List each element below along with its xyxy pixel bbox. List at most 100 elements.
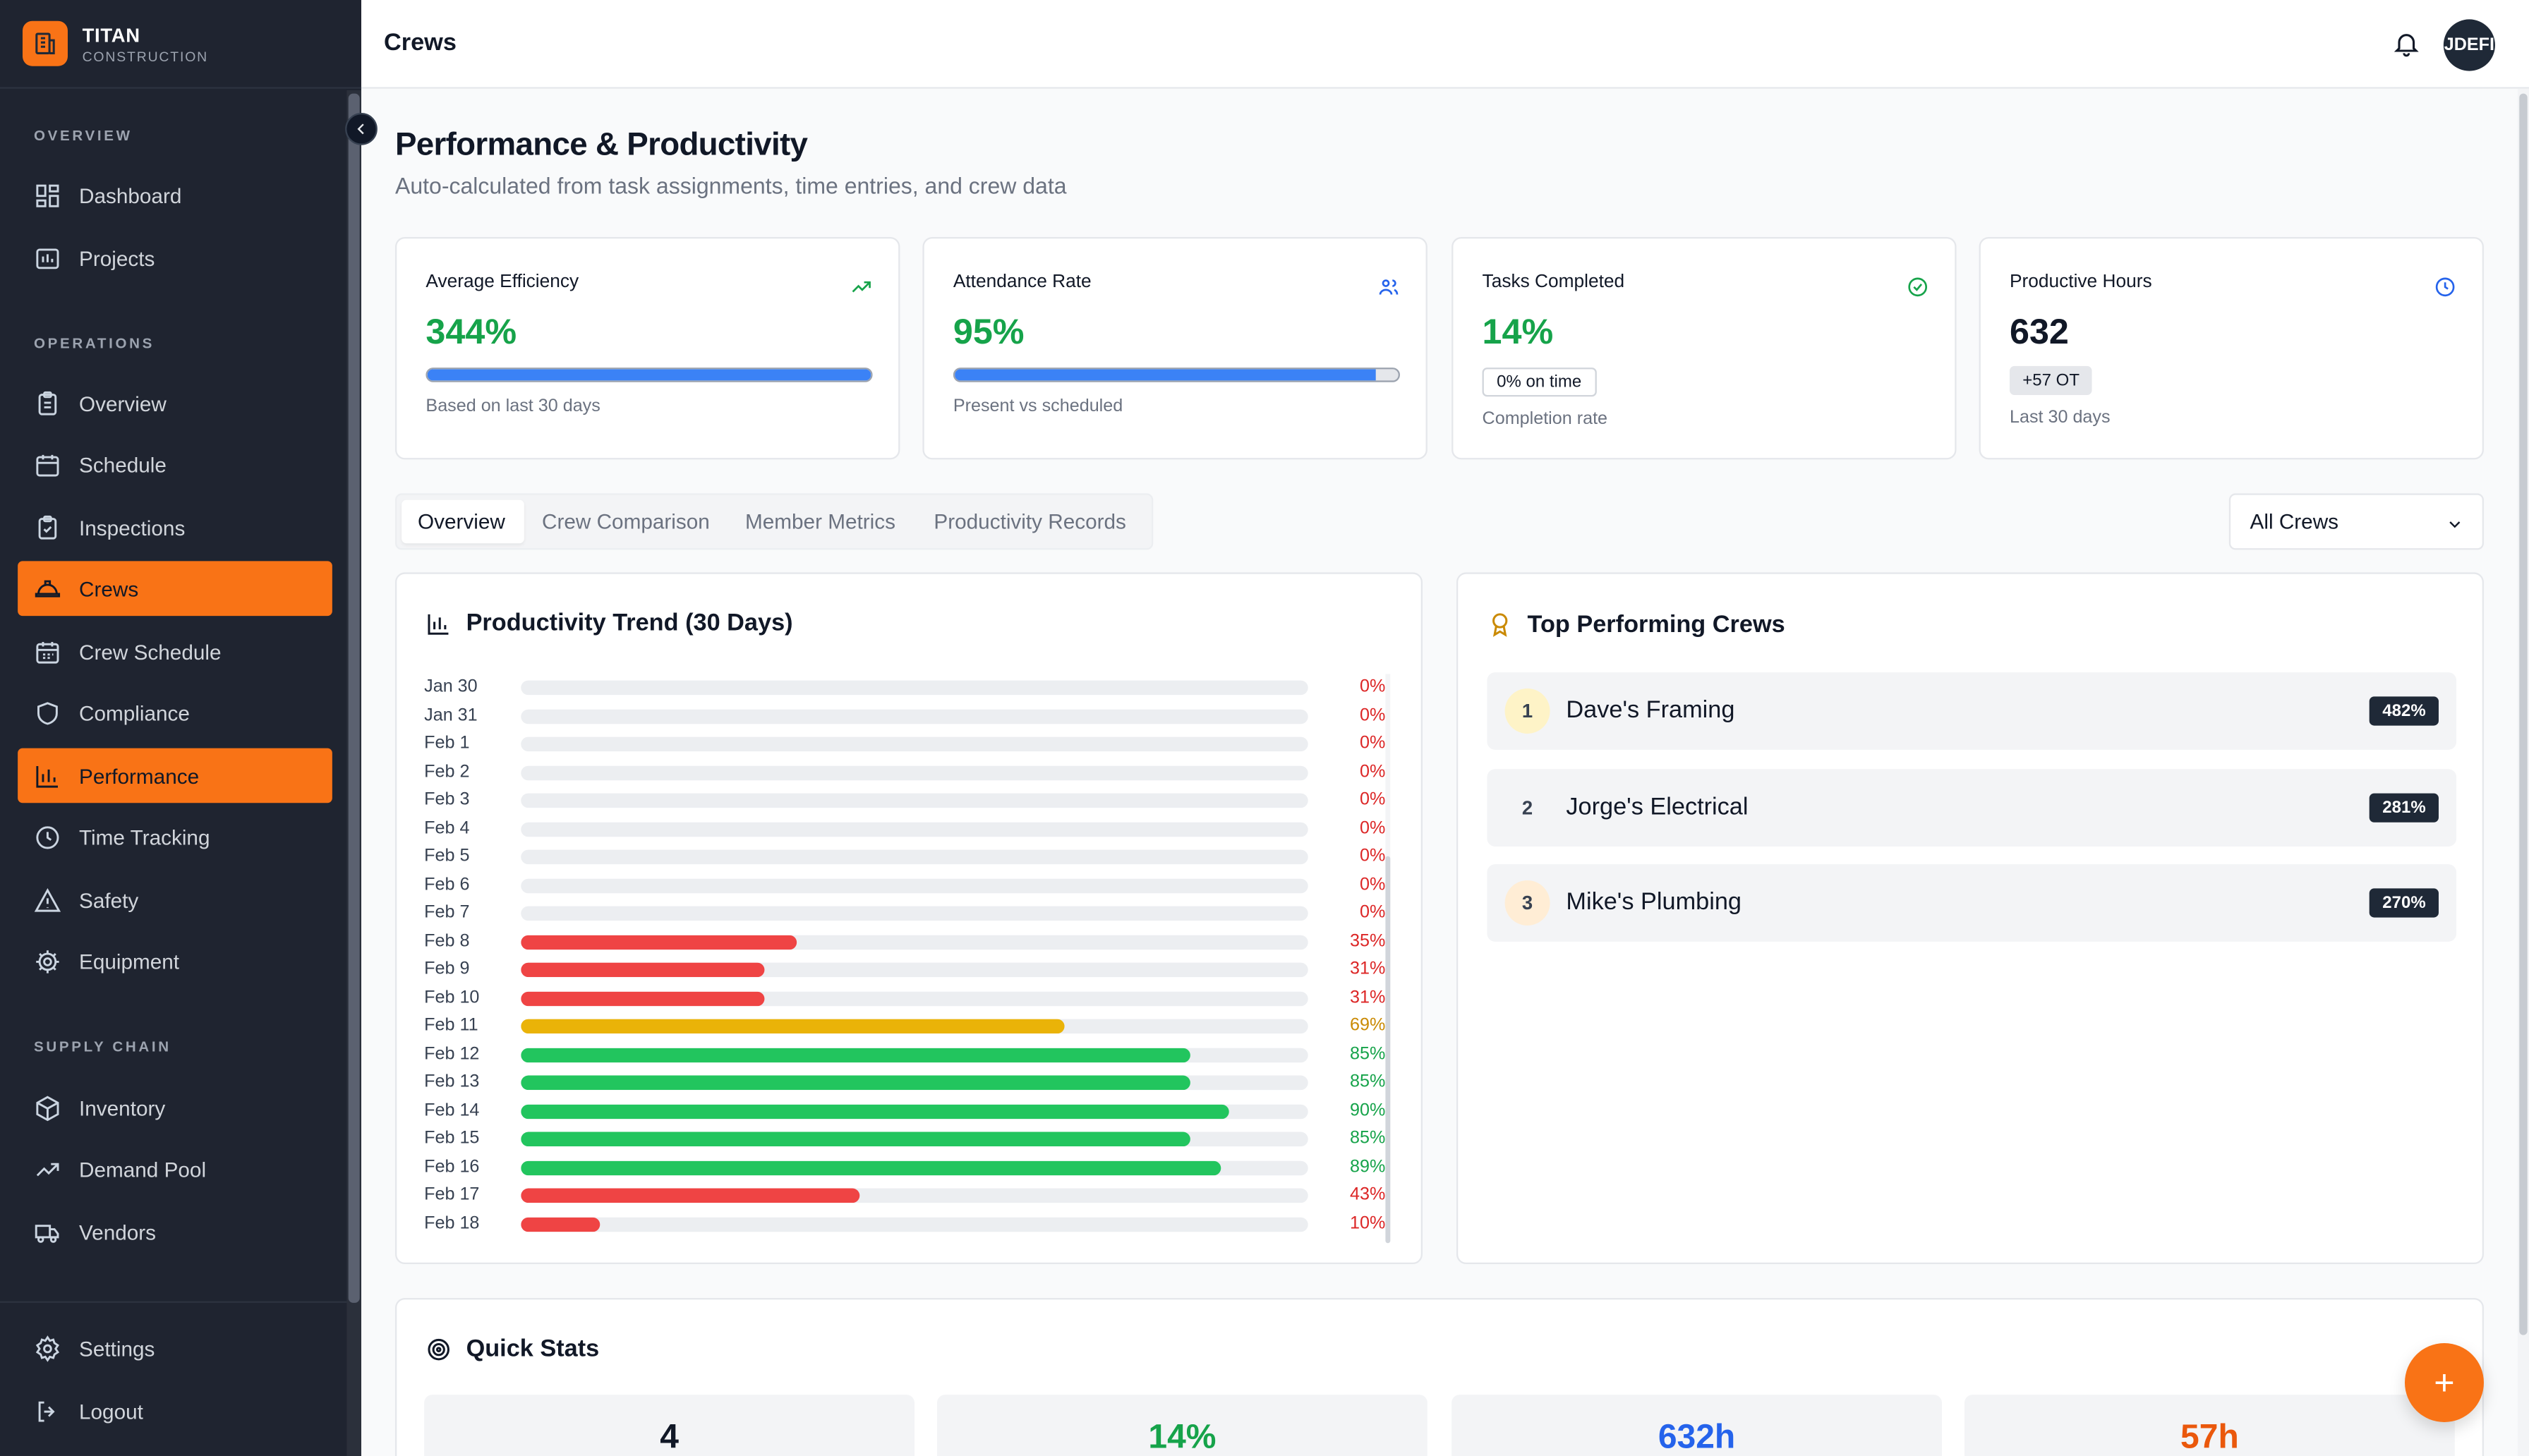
chevron-down-icon bbox=[2449, 521, 2461, 528]
notifications-button[interactable] bbox=[2392, 29, 2421, 66]
hard-hat-icon bbox=[35, 579, 61, 597]
crew-row[interactable]: 1 Dave's Framing 482% bbox=[1487, 672, 2457, 750]
avatar[interactable]: JDEFI bbox=[2443, 19, 2495, 71]
trend-value: 0% bbox=[1360, 677, 1386, 697]
sidebar-item-label: Equipment bbox=[78, 949, 180, 973]
trend-value: 0% bbox=[1360, 818, 1386, 838]
sidebar-item-crews[interactable]: Crews bbox=[18, 561, 332, 617]
tab-member-metrics[interactable]: Member Metrics bbox=[744, 509, 895, 534]
sidebar-item-projects[interactable]: Projects bbox=[18, 231, 332, 286]
warning-icon bbox=[34, 887, 61, 911]
main-scrollbar-thumb[interactable] bbox=[2519, 93, 2528, 1335]
stat-card-hours: Productive Hours 632 +57 OT Last 30 days bbox=[1979, 236, 2484, 460]
trend-date: Feb 11 bbox=[424, 1015, 478, 1036]
trend-value: 90% bbox=[1350, 1100, 1386, 1120]
stat-note: Based on last 30 days bbox=[425, 396, 600, 416]
trend-bar-track bbox=[521, 680, 1308, 696]
tab-productivity-records[interactable]: Productivity Records bbox=[934, 509, 1126, 534]
sidebar-item-crew-schedule[interactable]: Crew Schedule bbox=[18, 624, 332, 679]
cog-icon bbox=[36, 950, 59, 973]
trend-bar-track bbox=[521, 1047, 1308, 1062]
trend-bar bbox=[521, 962, 766, 978]
trend-row: Jan 31 0% bbox=[424, 702, 1385, 729]
trend-value: 0% bbox=[1360, 761, 1386, 782]
stat-note: Completion rate bbox=[1482, 409, 1608, 429]
trend-value: 0% bbox=[1360, 733, 1386, 753]
tab-overview[interactable]: Overview bbox=[402, 499, 524, 544]
trend-value: 43% bbox=[1350, 1184, 1386, 1205]
progress-bar-fill bbox=[955, 369, 1377, 381]
logout-icon bbox=[38, 1400, 55, 1421]
trend-value: 89% bbox=[1350, 1156, 1386, 1177]
clock-icon bbox=[36, 825, 59, 849]
sidebar-item-dashboard[interactable]: Dashboard bbox=[18, 168, 332, 223]
trend-date: Feb 12 bbox=[424, 1043, 480, 1064]
trend-bar-track bbox=[521, 990, 1308, 1006]
sidebar-item-equipment[interactable]: Equipment bbox=[18, 933, 332, 988]
trend-value: 10% bbox=[1350, 1213, 1386, 1233]
sidebar-item-schedule[interactable]: Schedule bbox=[18, 437, 332, 492]
trend-date: Feb 1 bbox=[424, 733, 470, 753]
trend-row: Feb 5 0% bbox=[424, 843, 1385, 870]
sidebar-item-label: Crews bbox=[78, 576, 139, 601]
crew-row[interactable]: 2 Jorge's Electrical 281% bbox=[1487, 768, 2457, 846]
add-button[interactable]: + bbox=[2404, 1342, 2484, 1422]
sidebar-item-label: Logout bbox=[78, 1398, 143, 1424]
sidebar-item-safety[interactable]: Safety bbox=[18, 873, 332, 928]
trend-date: Feb 9 bbox=[424, 959, 470, 979]
sidebar-item-label: Safety bbox=[78, 887, 139, 912]
stat-label: Average Efficiency bbox=[425, 272, 579, 292]
target-icon bbox=[428, 1337, 449, 1360]
trend-bar bbox=[521, 1047, 1190, 1062]
trend-date: Feb 13 bbox=[424, 1072, 480, 1092]
crew-rank: 3 bbox=[1504, 880, 1550, 926]
crew-row[interactable]: 3 Mike's Plumbing 270% bbox=[1487, 864, 2457, 942]
trend-value: 0% bbox=[1360, 846, 1386, 866]
panel-title: Productivity Trend (30 Days) bbox=[425, 609, 793, 637]
users-icon bbox=[1379, 279, 1399, 295]
brand[interactable]: TITAN CONSTRUCTION bbox=[0, 0, 361, 89]
trending-up-icon bbox=[852, 281, 871, 293]
sidebar-item-inspections[interactable]: Inspections bbox=[18, 500, 332, 555]
sidebar-item-time-tracking[interactable]: Time Tracking bbox=[18, 809, 332, 864]
productivity-trend-panel: Productivity Trend (30 Days) Jan 30 0% Jan… bbox=[394, 572, 1423, 1264]
topbar: Crews JDEFI bbox=[361, 0, 2529, 89]
sidebar-item-settings[interactable]: Settings bbox=[18, 1321, 332, 1376]
trend-date: Jan 30 bbox=[424, 677, 478, 697]
section-subtitle: Auto-calculated from task assignments, t… bbox=[394, 172, 1067, 199]
crew-score-badge: 482% bbox=[2370, 696, 2439, 726]
sidebar-item-label: Demand Pool bbox=[78, 1156, 207, 1182]
trend-bar-track bbox=[521, 736, 1308, 752]
sidebar-item-performance[interactable]: Performance bbox=[18, 748, 332, 803]
crew-filter-select[interactable]: All Crews bbox=[2228, 493, 2484, 550]
tab-list: Overview Crew Comparison Member Metrics … bbox=[394, 493, 1154, 550]
stat-card-tasks: Tasks Completed 14% 0% on time Completio… bbox=[1451, 236, 1957, 460]
trend-scrollbar-thumb[interactable] bbox=[1385, 856, 1391, 1244]
trend-bar-track bbox=[521, 821, 1308, 837]
trend-bar-track bbox=[521, 1132, 1308, 1147]
sidebar-item-overview[interactable]: Overview bbox=[18, 376, 332, 431]
trend-row: Feb 11 69% bbox=[424, 1012, 1385, 1040]
tab-crew-comparison[interactable]: Crew Comparison bbox=[541, 509, 710, 534]
sidebar-item-demand-pool[interactable]: Demand Pool bbox=[18, 1141, 332, 1196]
sidebar-scrollbar-thumb[interactable] bbox=[348, 93, 360, 1303]
trend-date: Feb 7 bbox=[424, 902, 470, 923]
trend-bar-track bbox=[521, 708, 1308, 724]
trending-up-icon bbox=[36, 1162, 59, 1176]
trend-bar-track bbox=[521, 1216, 1308, 1232]
trend-value: 69% bbox=[1350, 1015, 1386, 1036]
sidebar-item-label: Crew Schedule bbox=[78, 639, 222, 664]
sidebar-item-logout[interactable]: Logout bbox=[18, 1383, 332, 1438]
sidebar-item-compliance[interactable]: Compliance bbox=[18, 685, 332, 740]
panel-title-text: Productivity Trend (30 Days) bbox=[466, 609, 793, 637]
crew-score-badge: 281% bbox=[2370, 792, 2439, 822]
collapse-sidebar-button[interactable] bbox=[345, 112, 378, 145]
trend-row: Feb 6 0% bbox=[424, 871, 1385, 899]
crew-rank: 2 bbox=[1504, 784, 1550, 830]
progress-bar bbox=[425, 368, 873, 382]
sidebar-item-inventory[interactable]: Inventory bbox=[18, 1080, 332, 1135]
sidebar-item-vendors[interactable]: Vendors bbox=[18, 1204, 332, 1259]
trend-bar-track bbox=[521, 1188, 1308, 1203]
overtime-badge: +57 OT bbox=[2009, 365, 2093, 395]
top-crews-panel: Top Performing Crews 1 Dave's Framing 482%… bbox=[1456, 572, 2484, 1264]
